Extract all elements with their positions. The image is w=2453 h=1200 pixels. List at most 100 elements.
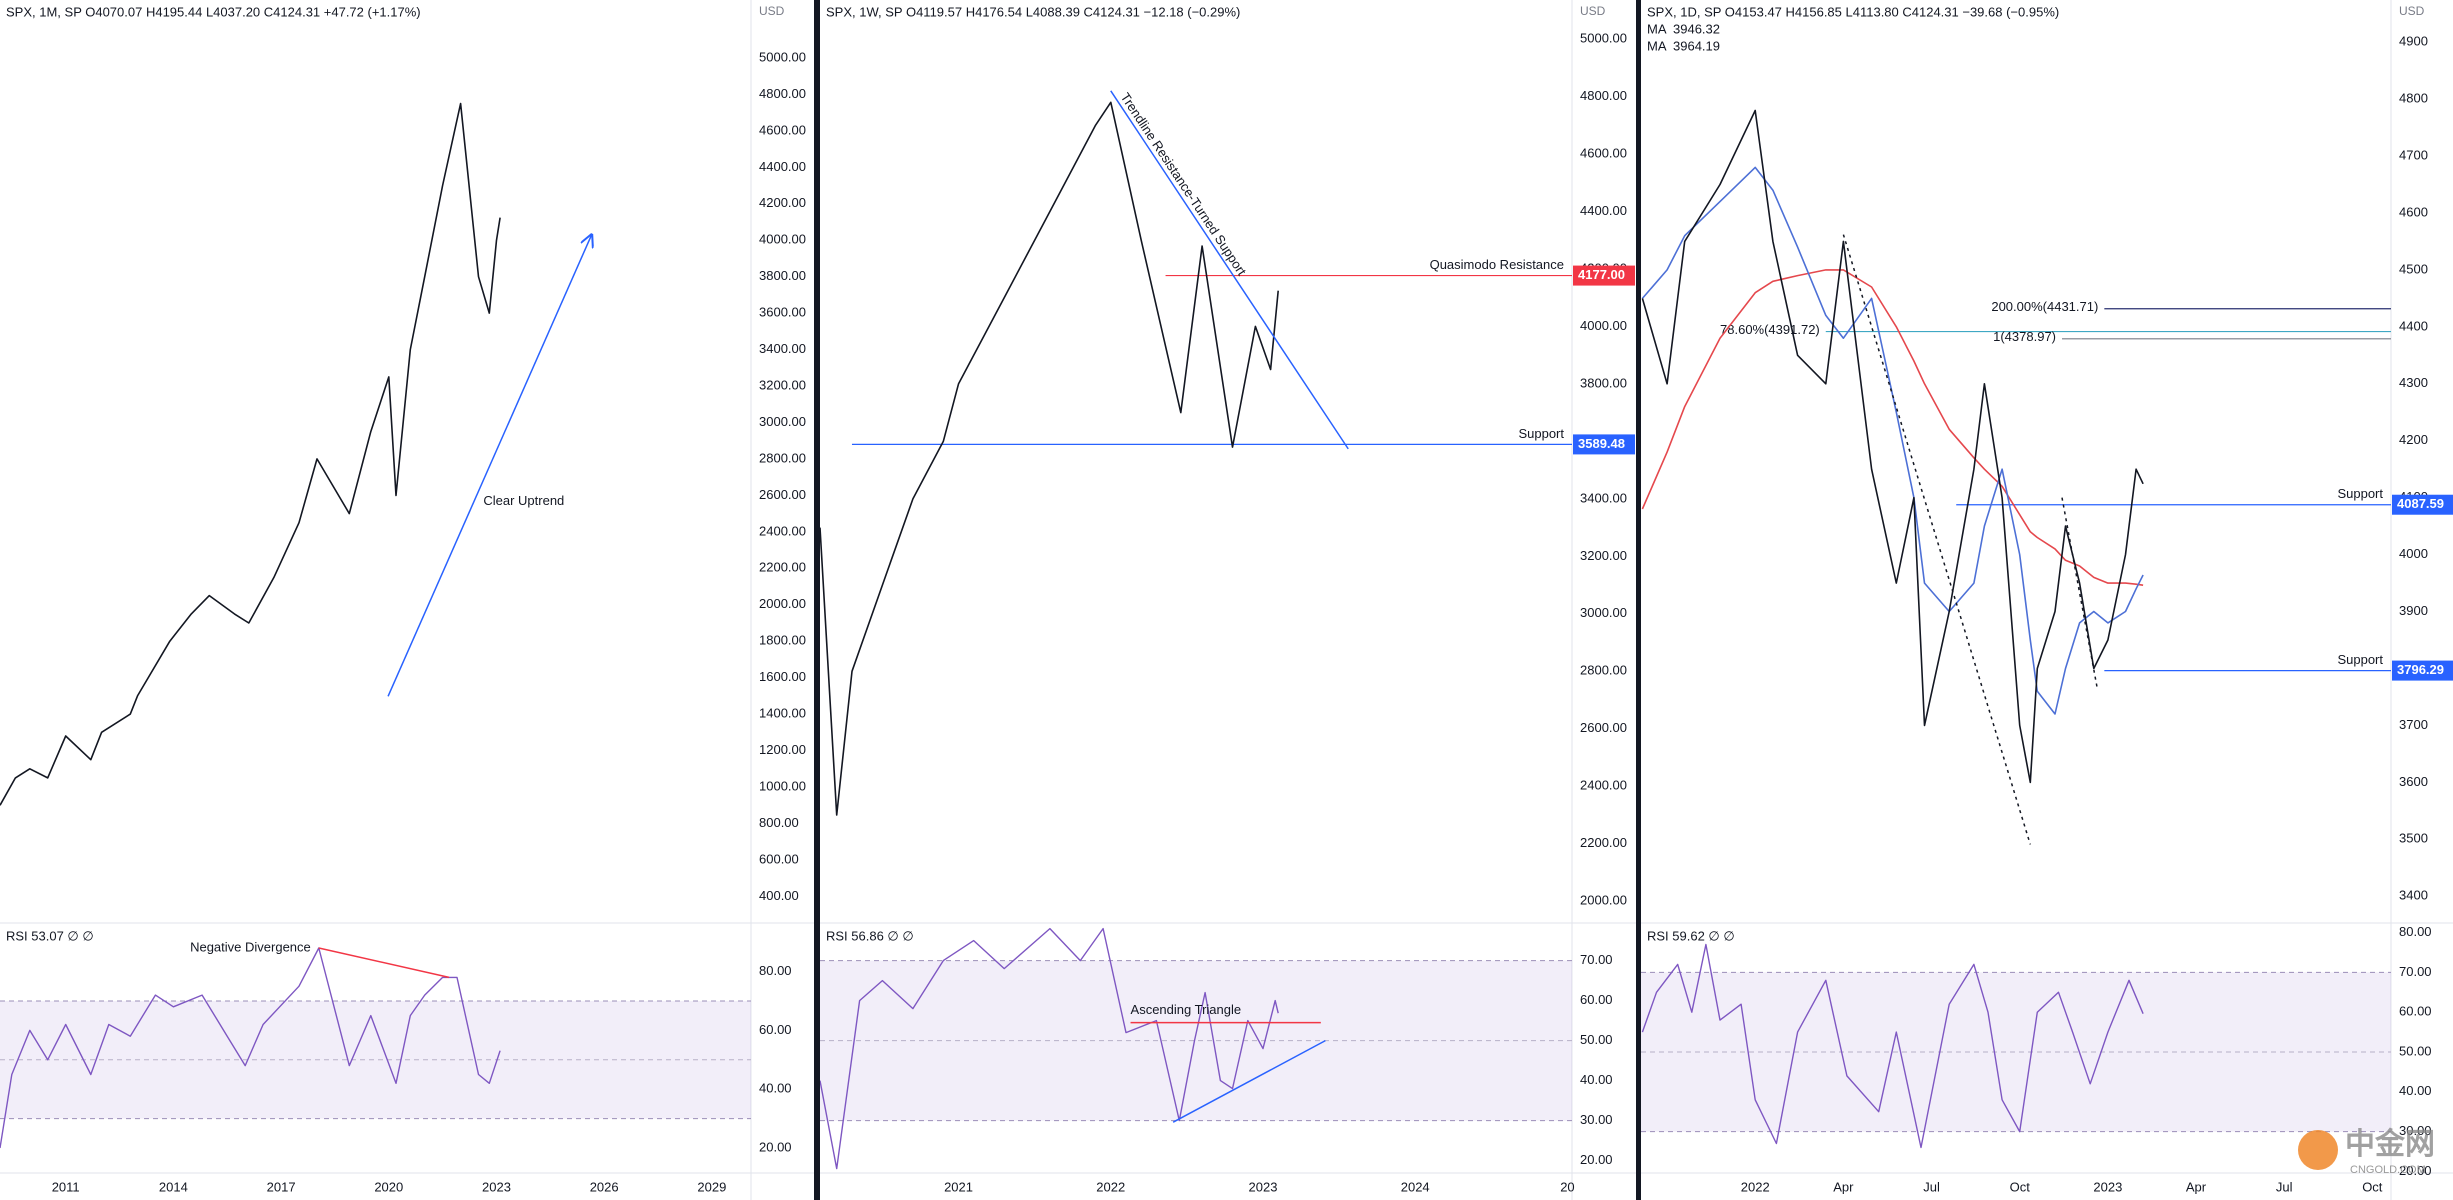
y-tick-label: 3900 [2399, 603, 2428, 618]
ma-legend-name: MA [1647, 38, 1667, 53]
y-tick-label: 3200.00 [1580, 548, 1627, 563]
rsi-pane: Ascending Triangle [820, 927, 1572, 1170]
price-tag [2392, 660, 2453, 681]
y-tick-label: 4600.00 [1580, 145, 1627, 160]
rsi-title: RSI 59.62 ∅ ∅ [1647, 928, 1735, 943]
ma-legend-value: 3964.19 [1673, 38, 1720, 53]
rsi-tick-label: 40.00 [759, 1081, 792, 1096]
y-tick-label: 4800.00 [759, 86, 806, 101]
y-tick-label: 3400 [2399, 888, 2428, 903]
price-line [1641, 109, 2144, 784]
y-tick-label: 3400.00 [759, 341, 806, 356]
y-tick-label: 4500 [2399, 261, 2428, 276]
y-tick-label: 4400.00 [1580, 203, 1627, 218]
ma-legend-name: MA [1647, 21, 1667, 36]
y-tick-label: 4900 [2399, 34, 2428, 49]
x-tick-label: 2022 [1741, 1179, 1770, 1194]
x-tick-label: 2011 [52, 1179, 80, 1194]
y-tick-label: 600.00 [759, 851, 799, 866]
rsi-pane: Negative Divergence [0, 939, 751, 1149]
x-tick-label: 2020 [374, 1179, 403, 1194]
rsi-tick-label: 60.00 [1580, 992, 1613, 1007]
y-tick-label: 3800.00 [759, 268, 806, 283]
x-tick-label: 2023 [2093, 1179, 2122, 1194]
currency-label: USD [1580, 4, 1606, 18]
x-tick-label: Apr [1833, 1179, 1854, 1194]
panel-divider [814, 0, 820, 1200]
y-tick-label: 3800.00 [1580, 375, 1627, 390]
price-tag [1573, 265, 1635, 286]
price-line [1641, 269, 2144, 586]
price-line [820, 927, 1279, 1170]
trend-line [318, 947, 450, 979]
y-tick-label: 4800.00 [1580, 88, 1627, 103]
price-tag-label: 3589.48 [1578, 436, 1625, 451]
chart-header: SPX, 1D, SP O4153.47 H4156.85 L4113.80 C… [1647, 4, 2059, 19]
level-label: Support [2337, 486, 2383, 501]
trend-line [1172, 1039, 1326, 1123]
y-tick-label: 3000.00 [759, 414, 806, 429]
trend-line [1110, 90, 1349, 450]
y-tick-label: 5000.00 [1580, 31, 1627, 46]
y-tick-label: 2600.00 [1580, 720, 1627, 735]
chart-header: SPX, 1W, SP O4119.57 H4176.54 L4088.39 C… [826, 4, 1240, 19]
x-tick-label: 2024 [1401, 1179, 1430, 1194]
y-tick-label: 1000.00 [759, 778, 806, 793]
watermark-sub: CNGOLD.COM [2350, 1164, 2426, 1176]
y-tick-label: 2400.00 [759, 523, 806, 538]
y-tick-label: 4000.00 [1580, 318, 1627, 333]
rsi-pane [1641, 943, 2391, 1149]
y-tick-label: 2000.00 [1580, 893, 1627, 908]
y-tick-label: 2800.00 [1580, 663, 1627, 678]
x-tick-label: 20 [1560, 1179, 1574, 1194]
rsi-tick-label: 40.00 [1580, 1072, 1613, 1087]
rsi-tick-label: 40.00 [2399, 1083, 2432, 1098]
level-label: Quasimodo Resistance [1430, 257, 1564, 272]
y-tick-label: 2600.00 [759, 487, 806, 502]
currency-label: USD [759, 4, 785, 18]
x-tick-label: Jul [1923, 1179, 1940, 1194]
y-tick-label: 4400 [2399, 318, 2428, 333]
price-line [820, 101, 1279, 816]
annotation: Clear Uptrend [483, 493, 564, 508]
price-tag [2392, 494, 2453, 515]
y-tick-label: 1200.00 [759, 742, 806, 757]
y-tick-label: 4600.00 [759, 122, 806, 137]
x-tick-label: 2023 [482, 1179, 511, 1194]
y-tick-label: 5000.00 [759, 49, 806, 64]
level-label: 200.00%(4431.71) [1991, 299, 2098, 314]
rsi-tick-label: 70.00 [2399, 964, 2432, 979]
y-tick-label: 4300 [2399, 375, 2428, 390]
rsi-title: RSI 56.86 ∅ ∅ [826, 928, 914, 943]
rsi-title: RSI 53.07 ∅ ∅ [6, 928, 94, 943]
x-tick-label: 2014 [159, 1179, 188, 1194]
y-tick-label: 1400.00 [759, 706, 806, 721]
rsi-tick-label: 30.00 [2399, 1123, 2432, 1138]
y-tick-label: 400.00 [759, 888, 799, 903]
y-tick-label: 3500 [2399, 831, 2428, 846]
level-label: 1(4378.97) [1993, 329, 2056, 344]
y-tick-label: 3200.00 [759, 377, 806, 392]
y-tick-label: 3000.00 [1580, 605, 1627, 620]
x-tick-label: Oct [2010, 1179, 2031, 1194]
rsi-band [820, 960, 1572, 1121]
y-tick-label: 2200.00 [759, 560, 806, 575]
y-tick-label: 4400.00 [759, 159, 806, 174]
y-tick-label: 2400.00 [1580, 778, 1627, 793]
annotation: Ascending Triangle [1131, 1002, 1242, 1017]
panel-divider [1636, 0, 1641, 1200]
y-tick-label: 1800.00 [759, 633, 806, 648]
rsi-tick-label: 20.00 [759, 1139, 792, 1154]
y-tick-label: 4000.00 [759, 232, 806, 247]
y-tick-label: 4200 [2399, 432, 2428, 447]
x-tick-label: Apr [2186, 1179, 2207, 1194]
chart-header: SPX, 1M, SP O4070.07 H4195.44 L4037.20 C… [6, 4, 421, 19]
watermark-logo [2298, 1130, 2338, 1170]
rsi-tick-label: 20.00 [1580, 1152, 1613, 1167]
x-tick-label: 2021 [944, 1179, 973, 1194]
rsi-tick-label: 60.00 [2399, 1004, 2432, 1019]
price-tag [1573, 434, 1635, 455]
y-tick-label: 4800 [2399, 91, 2428, 106]
ma-legend-value: 3946.32 [1673, 21, 1720, 36]
